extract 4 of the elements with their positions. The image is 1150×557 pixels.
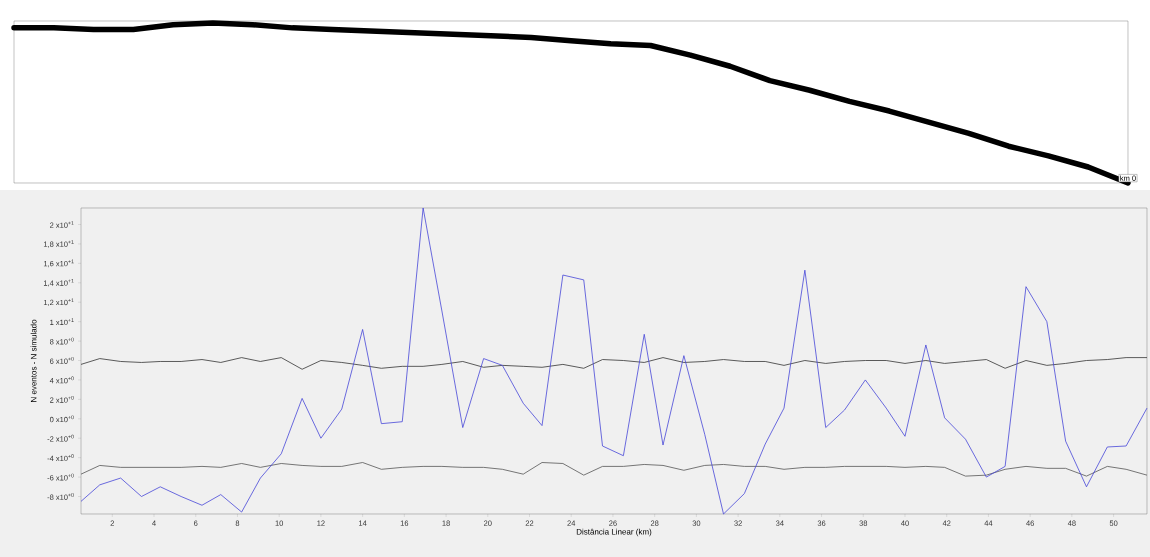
x-axis-title: Distância Linear (km) — [576, 528, 652, 537]
line-series — [80, 357, 1148, 370]
y-axis-title: N eventos - N simulado — [30, 319, 37, 402]
line-series — [80, 207, 1148, 515]
